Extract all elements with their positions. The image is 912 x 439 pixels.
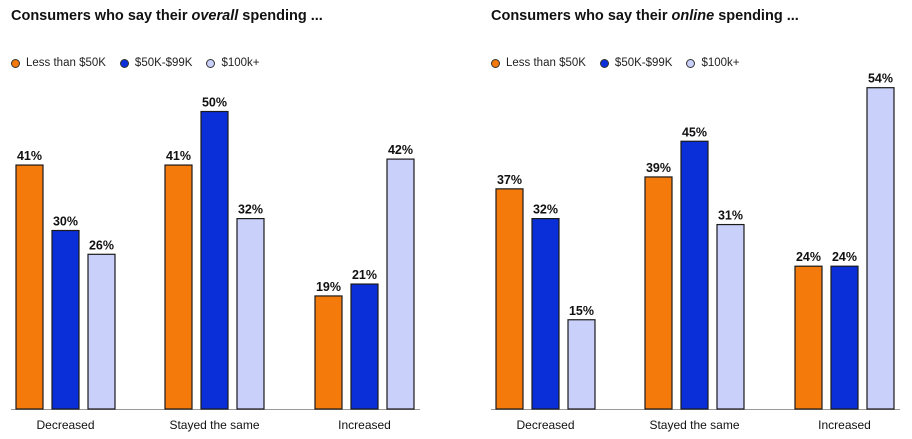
data-label-high-2: 42%	[388, 143, 413, 157]
category-label-2: Increased	[818, 418, 871, 432]
title-emphasis: online	[671, 8, 715, 24]
legend-label-high: $100k+	[221, 57, 260, 69]
data-label-high-0: 26%	[89, 238, 114, 252]
legend-item-mid: $50K-$99K	[599, 57, 673, 69]
category-label-0: Decreased	[516, 418, 574, 432]
title-suffix: spending ...	[238, 8, 323, 24]
data-label-high-0: 15%	[569, 304, 594, 318]
data-label-mid-2: 21%	[352, 268, 377, 282]
data-label-low-0: 41%	[17, 149, 42, 163]
bar-low-0	[15, 164, 44, 410]
legend-swatch-low	[11, 58, 20, 68]
data-label-low-2: 24%	[796, 250, 821, 264]
bar-low-2	[794, 265, 823, 410]
data-label-low-0: 37%	[497, 173, 522, 187]
bar-high-2	[386, 158, 415, 410]
legend-item-low: Less than $50K	[491, 57, 586, 69]
data-label-low-1: 41%	[166, 149, 191, 163]
bar-high-2	[866, 87, 895, 410]
bar-mid-1	[680, 140, 709, 410]
legend-item-low: Less than $50K	[11, 57, 106, 69]
data-label-mid-1: 45%	[682, 125, 707, 139]
bar-low-1	[164, 164, 193, 410]
chart-title-online: Consumers who say their online spending …	[491, 8, 799, 24]
data-label-high-1: 32%	[238, 203, 263, 217]
legend-swatch-mid	[599, 58, 609, 68]
chart-panel-overall: Consumers who say their overall spending…	[0, 0, 440, 439]
legend-label-mid: $50K-$99K	[134, 57, 193, 69]
title-suffix: spending ...	[714, 8, 799, 24]
data-label-high-2: 54%	[868, 72, 893, 86]
bar-low-2	[314, 295, 343, 410]
data-label-mid-0: 32%	[533, 203, 558, 217]
data-label-low-2: 19%	[316, 280, 341, 294]
data-label-mid-0: 30%	[53, 215, 78, 229]
bar-mid-2	[830, 265, 859, 410]
legend-item-mid: $50K-$99K	[119, 57, 193, 69]
data-label-mid-1: 50%	[202, 96, 227, 110]
data-label-mid-2: 24%	[832, 250, 857, 264]
legend-label-mid: $50K-$99K	[614, 57, 673, 69]
legend-online: Less than $50K $50K-$99K $100k+	[491, 56, 754, 70]
category-label-2: Increased	[338, 418, 391, 432]
bar-mid-2	[350, 283, 379, 410]
category-label-0: Decreased	[36, 418, 94, 432]
bar-high-1	[716, 223, 745, 410]
category-label-1: Stayed the same	[169, 418, 259, 432]
legend-swatch-high	[686, 58, 696, 68]
legend-item-high: $100k+	[686, 57, 740, 69]
bar-mid-0	[531, 218, 560, 410]
category-label-1: Stayed the same	[649, 418, 739, 432]
bar-chart-overall: 41% 30% 26% Decreased 41% 50% 32% Stayed the sa…	[11, 96, 420, 432]
chart-title-overall: Consumers who say their overall spending…	[11, 8, 323, 24]
legend-item-high: $100k+	[206, 57, 260, 69]
title-prefix: Consumers who say their	[11, 8, 192, 24]
bar-high-1	[236, 218, 265, 410]
legend-swatch-mid	[119, 58, 129, 68]
bar-low-0	[495, 188, 524, 410]
bar-high-0	[567, 319, 596, 410]
legend-label-high: $100k+	[701, 57, 740, 69]
legend-swatch-high	[206, 58, 216, 68]
legend-label-low: Less than $50K	[506, 57, 586, 69]
legend-swatch-low	[491, 58, 500, 68]
bar-mid-1	[200, 110, 229, 410]
bar-mid-0	[51, 229, 80, 410]
legend-label-low: Less than $50K	[26, 57, 106, 69]
title-emphasis: overall	[191, 8, 239, 24]
chart-panel-online: Consumers who say their online spending …	[480, 0, 912, 439]
title-prefix: Consumers who say their	[491, 8, 672, 24]
bar-high-0	[87, 253, 116, 410]
data-label-high-1: 31%	[718, 209, 743, 223]
data-label-low-1: 39%	[646, 161, 671, 175]
bar-low-1	[644, 176, 673, 410]
legend-overall: Less than $50K $50K-$99K $100k+	[11, 56, 274, 70]
bar-chart-online: 37% 32% 15% Decreased 39% 45% 31% Stayed the sa…	[491, 72, 900, 432]
